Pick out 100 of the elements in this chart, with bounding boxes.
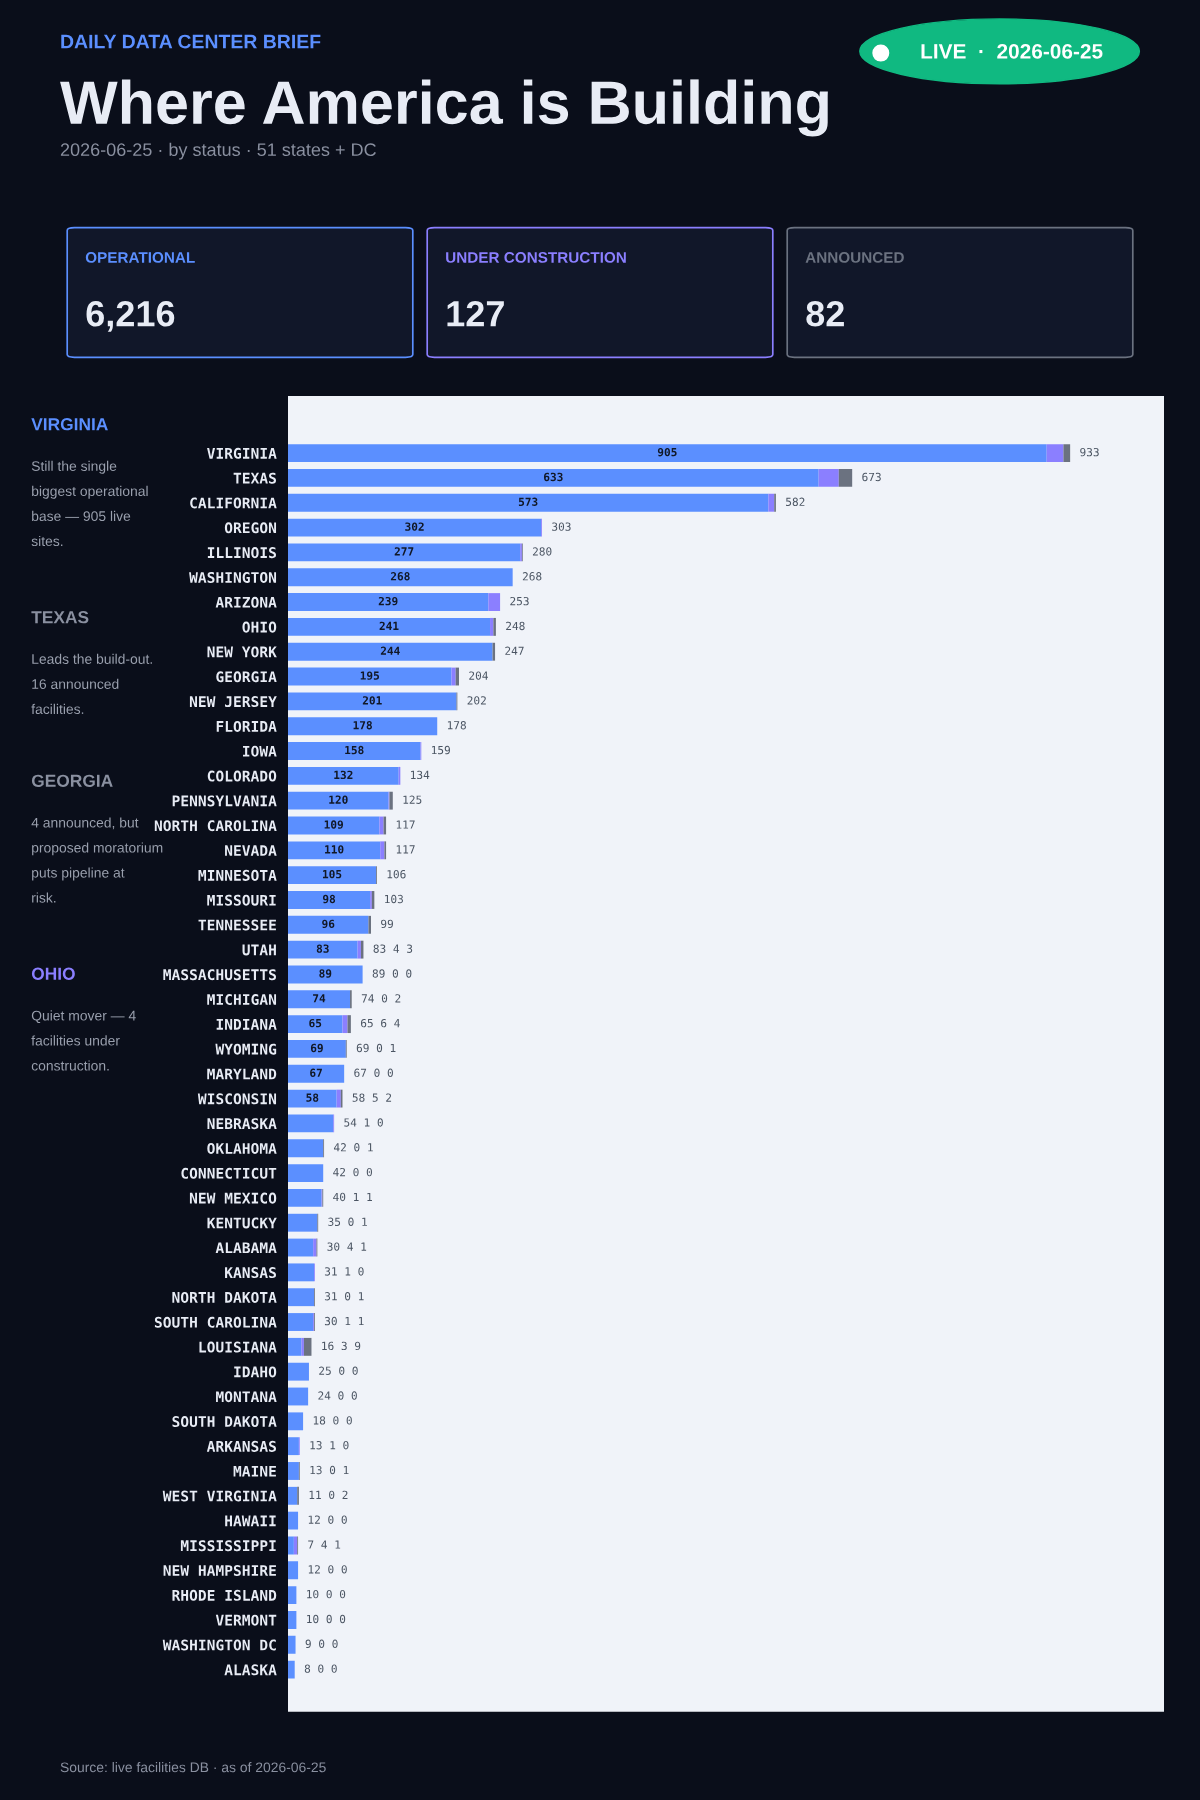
data-label: 201: [362, 696, 382, 705]
y-tick-label: OHIO: [242, 621, 277, 633]
text: 6,216: [86, 300, 175, 332]
text: OHIO: [31, 967, 75, 980]
text: Leads the build-out. 16 announced facilities.: [31, 653, 152, 715]
y-tick-label: WISCONSIN: [197, 1093, 277, 1105]
y-tick-label: CALIFORNIA: [190, 497, 277, 509]
data-label: 120: [329, 795, 348, 804]
total-label: 673: [862, 472, 881, 482]
y-tick-label: VIRGINIA: [207, 447, 277, 459]
total-label: 134: [411, 770, 430, 780]
total-label: 268: [522, 572, 542, 581]
y-tick-label: NEW YORK: [207, 646, 277, 658]
data-label: 69: [310, 1043, 323, 1053]
y-tick-label: NEW MEXICO: [189, 1192, 277, 1204]
y-tick-label: CONNECTICUT: [181, 1167, 277, 1179]
y-tick-label: MICHIGAN: [207, 994, 277, 1006]
data-label: 633: [544, 472, 563, 482]
y-tick-label: WYOMING: [215, 1043, 277, 1055]
y-tick-label: NEBRASKA: [207, 1118, 277, 1130]
text: Still the single biggest operational base — 905 live sites.: [31, 460, 148, 547]
total-label: 117: [396, 820, 415, 829]
y-tick-label: MISSOURI: [207, 894, 276, 906]
y-tick-label: OKLAHOMA: [207, 1142, 277, 1154]
total-label: 31 0 1: [324, 1292, 364, 1301]
y-tick-label: TEXAS: [233, 472, 277, 484]
y-tick-label: OREGON: [224, 522, 277, 534]
y-tick-label: MARYLAND: [207, 1068, 277, 1080]
y-tick-label: NORTH DAKOTA: [172, 1291, 277, 1303]
total-label: 42 0 0: [333, 1167, 373, 1177]
total-label: 35 0 1: [328, 1217, 367, 1226]
y-tick-label: PENNSYLVANIA: [172, 795, 277, 807]
y-tick-label: COLORADO: [207, 770, 277, 782]
data-label: 67: [310, 1068, 322, 1077]
category-label: ANNOUNCED: [805, 252, 904, 263]
total-label: 178: [447, 721, 466, 730]
total-label: 12 0 0: [308, 1515, 347, 1524]
total-label: 933: [1080, 447, 1099, 457]
total-label: 10 0 0: [307, 1589, 346, 1599]
total-label: 125: [403, 795, 422, 804]
total-label: 30 4 1: [327, 1242, 367, 1251]
y-tick-label: WASHINGTON DC: [162, 1639, 276, 1651]
total-label: 117: [396, 845, 415, 854]
total-label: 42 0 1: [333, 1143, 373, 1152]
y-tick-label: WEST VIRGINIA: [162, 1490, 277, 1502]
total-label: 247: [505, 646, 524, 655]
data-label: 110: [325, 845, 344, 854]
text: Where America is Building: [60, 79, 828, 137]
total-label: 25 0 0: [319, 1366, 358, 1375]
data-label: 277: [394, 547, 414, 556]
y-tick-label: KENTUCKY: [207, 1217, 277, 1229]
data-label: 83: [316, 944, 329, 953]
y-tick-label: MISSISSIPPI: [180, 1540, 276, 1552]
y-tick-label: IOWA: [243, 745, 277, 757]
total-label: 202: [467, 696, 486, 705]
y-tick-label: ALASKA: [224, 1664, 277, 1676]
data-label: 158: [345, 745, 364, 755]
text: LIVE · 2026-06-25: [921, 43, 1103, 59]
text: DAILY DATA CENTER BRIEF: [61, 34, 321, 49]
y-tick-label: WASHINGTON: [189, 571, 277, 583]
data-label: 105: [323, 869, 342, 879]
total-label: 31 1 0: [324, 1267, 364, 1276]
total-label: 159: [432, 745, 450, 755]
y-tick-label: FLORIDA: [216, 720, 277, 732]
total-label: 582: [786, 497, 805, 507]
total-label: 280: [532, 547, 552, 556]
total-label: 54 1 0: [344, 1118, 383, 1127]
y-tick-label: KANSAS: [225, 1267, 277, 1279]
data-label: 74: [313, 994, 326, 1003]
y-tick-label: NEVADA: [225, 845, 277, 856]
total-label: 253: [510, 596, 529, 606]
y-tick-label: MONTANA: [216, 1391, 277, 1403]
data-label: 89: [319, 969, 332, 978]
total-label: 65 6 4: [360, 1018, 400, 1028]
y-tick-label: ARKANSAS: [206, 1440, 277, 1452]
total-label: 16 3 9: [322, 1341, 361, 1351]
total-label: 8 0 0: [304, 1664, 337, 1673]
total-label: 89 0 0: [372, 969, 412, 978]
total-label: 18 0 0: [313, 1416, 352, 1425]
total-label: 58 5 2: [352, 1093, 392, 1102]
data-label: 195: [360, 671, 380, 680]
y-tick-label: IDAHO: [234, 1366, 277, 1378]
y-tick-label: MASSACHUSETTS: [163, 969, 277, 981]
total-label: 40 1 1: [333, 1192, 372, 1202]
data-label: 268: [390, 572, 410, 581]
data-label: 241: [379, 621, 399, 630]
total-label: 69 0 1: [356, 1043, 396, 1053]
total-label: 83 4 3: [373, 944, 413, 953]
data-label: 244: [380, 646, 400, 655]
y-tick-label: VERMONT: [215, 1614, 277, 1626]
total-label: 30 1 1: [324, 1316, 364, 1326]
y-tick-label: HAWAII: [225, 1515, 276, 1527]
data-label: 178: [353, 721, 372, 730]
text: GEORGIA: [31, 774, 113, 787]
y-tick-label: MINNESOTA: [198, 869, 277, 881]
total-label: 303: [552, 522, 571, 531]
data-label: 65: [309, 1018, 322, 1028]
text: TEXAS: [31, 611, 89, 624]
y-tick-label: ILLINOIS: [207, 547, 277, 559]
total-label: 12 0 0: [308, 1565, 347, 1574]
